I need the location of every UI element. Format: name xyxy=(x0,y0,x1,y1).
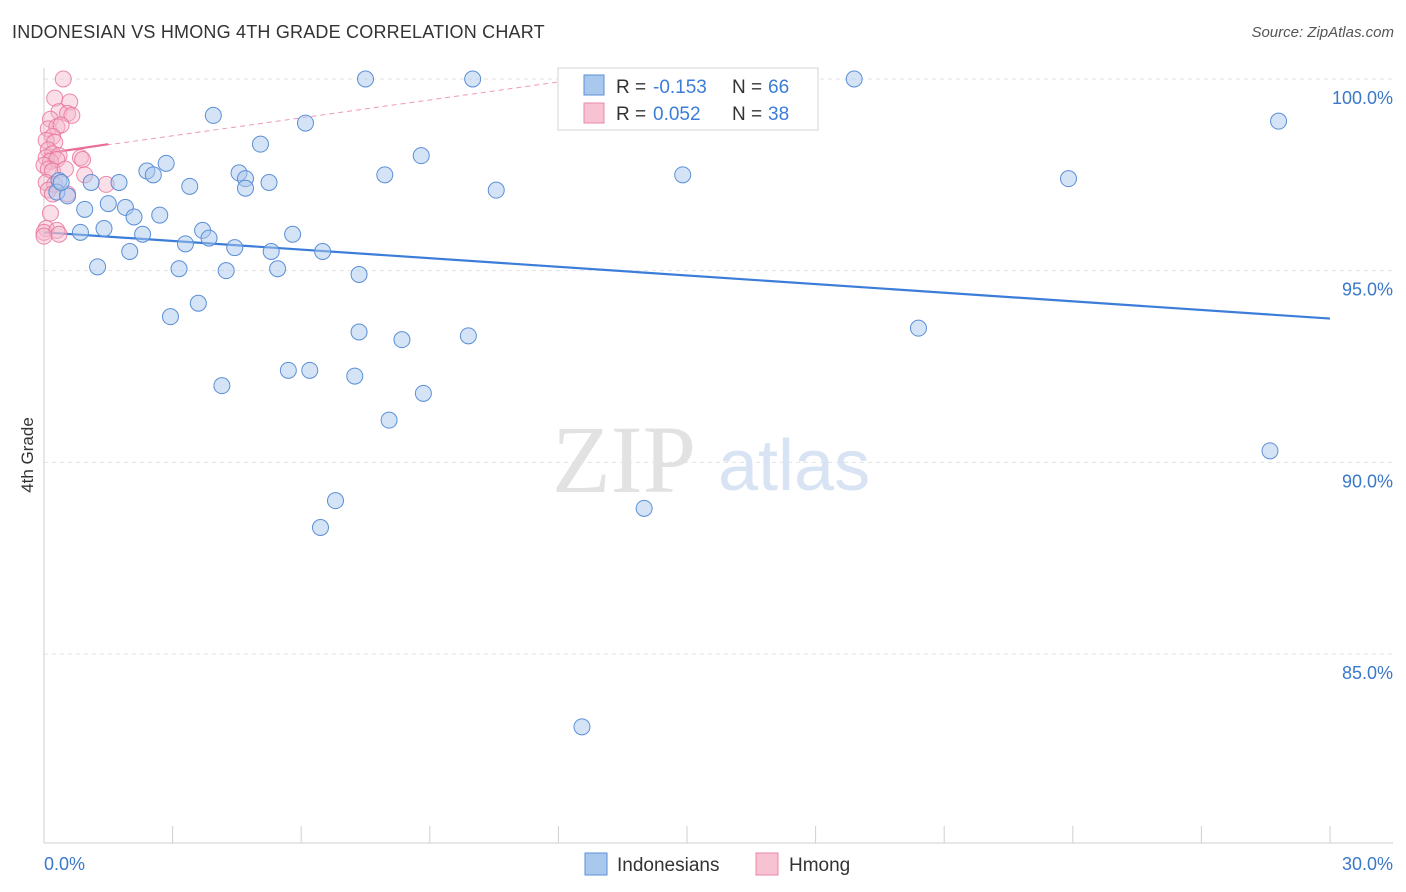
point-indonesians-14 xyxy=(376,166,394,184)
point-indonesians-50 xyxy=(393,331,411,349)
point-indonesians-5 xyxy=(296,114,314,132)
point-indonesians-33 xyxy=(71,223,89,241)
point-indonesians-31 xyxy=(95,220,113,237)
data-points xyxy=(35,70,1288,736)
point-indonesians-51 xyxy=(459,327,477,345)
x-tick-label-1: 30.0% xyxy=(1342,854,1393,874)
point-indonesians-38 xyxy=(226,239,244,257)
stats-legend: R = -0.153 N = 66 R = 0.052 N = 38 xyxy=(557,67,819,131)
point-indonesians-23 xyxy=(1060,170,1078,188)
point-indonesians-43 xyxy=(170,260,188,278)
point-indonesians-58 xyxy=(380,411,398,429)
point-indonesians-62 xyxy=(635,499,653,517)
point-indonesians-18 xyxy=(110,174,128,191)
bottom-legend-label-indonesians: Indonesians xyxy=(617,855,719,876)
point-indonesians-56 xyxy=(213,377,231,395)
series-legend: Indonesians Hmong xyxy=(584,852,850,876)
point-indonesians-61 xyxy=(311,519,329,536)
legend-r-label-indonesians: R = xyxy=(616,77,646,98)
y-tick-label-3: 85.0% xyxy=(1342,663,1393,683)
point-indonesians-21 xyxy=(260,174,278,191)
point-indonesians-63 xyxy=(573,718,591,736)
watermark: ZIP atlas xyxy=(552,406,870,513)
legend-n-label-hmong: N = xyxy=(732,104,762,125)
point-indonesians-0 xyxy=(357,70,374,88)
legend-r-value-hmong: 0.052 xyxy=(653,104,701,125)
legend-swatch-indonesians xyxy=(583,74,605,96)
point-indonesians-26 xyxy=(99,195,117,213)
point-indonesians-9 xyxy=(157,154,175,172)
point-indonesians-60 xyxy=(326,492,344,510)
point-indonesians-57 xyxy=(414,384,432,402)
point-indonesians-22 xyxy=(487,181,505,199)
gridlines xyxy=(44,78,1393,655)
point-indonesians-41 xyxy=(121,243,139,260)
point-indonesians-40 xyxy=(314,243,332,260)
bottom-legend-swatch-hmong xyxy=(755,852,779,876)
point-indonesians-65 xyxy=(52,174,70,191)
watermark-zip: ZIP xyxy=(552,406,696,513)
point-indonesians-53 xyxy=(279,361,297,379)
trend-line-indonesians xyxy=(43,231,1331,320)
point-indonesians-1 xyxy=(464,70,482,88)
point-indonesians-55 xyxy=(346,367,364,385)
point-hmong-22 xyxy=(39,160,57,178)
legend-n-value-indonesians: 66 xyxy=(768,77,789,98)
chart-source: Source: ZipAtlas.com xyxy=(1251,24,1394,41)
point-hmong-34 xyxy=(35,223,53,241)
point-indonesians-7 xyxy=(251,135,269,153)
bottom-legend-swatch-indonesians xyxy=(584,852,608,876)
bottom-legend-label-hmong: Hmong xyxy=(789,855,850,876)
point-indonesians-8 xyxy=(412,147,430,165)
tick-labels: 100.0% 95.0% 90.0% 85.0% 0.0% 30.0% xyxy=(44,88,1393,874)
point-hmong-20 xyxy=(74,151,92,168)
point-indonesians-29 xyxy=(125,208,143,226)
point-indonesians-48 xyxy=(161,308,179,326)
point-hmong-9 xyxy=(52,116,70,134)
point-indonesians-17 xyxy=(82,174,100,191)
point-indonesians-39 xyxy=(262,243,280,260)
y-tick-label-0: 100.0% xyxy=(1332,88,1393,108)
point-indonesians-11 xyxy=(144,166,162,184)
point-indonesians-42 xyxy=(89,258,107,276)
point-indonesians-44 xyxy=(217,262,235,280)
legend-swatch-hmong xyxy=(583,102,605,124)
point-indonesians-15 xyxy=(674,166,692,184)
point-indonesians-28 xyxy=(76,200,94,218)
point-indonesians-6 xyxy=(1270,112,1288,130)
y-tick-label-1: 95.0% xyxy=(1342,280,1393,300)
trend-line-hmong-extended xyxy=(43,78,580,155)
point-hmong-5 xyxy=(63,106,81,124)
point-indonesians-37 xyxy=(176,235,194,253)
legend-n-value-hmong: 38 xyxy=(768,104,789,125)
point-indonesians-35 xyxy=(200,229,218,247)
chart-title: INDONESIAN VS HMONG 4TH GRADE CORRELATIO… xyxy=(12,22,545,42)
point-indonesians-47 xyxy=(189,294,207,312)
legend-r-value-indonesians: -0.153 xyxy=(653,77,707,98)
watermark-atlas: atlas xyxy=(718,426,870,506)
point-indonesians-19 xyxy=(181,177,199,195)
point-hmong-32 xyxy=(41,204,59,222)
point-indonesians-2 xyxy=(845,70,863,88)
point-indonesians-54 xyxy=(301,361,319,379)
point-indonesians-4 xyxy=(204,106,222,124)
point-hmong-37 xyxy=(35,227,53,245)
point-indonesians-20 xyxy=(236,179,254,197)
point-indonesians-46 xyxy=(350,266,368,283)
x-tick-label-0: 0.0% xyxy=(44,854,85,874)
point-indonesians-45 xyxy=(269,260,287,278)
legend-r-label-hmong: R = xyxy=(616,104,646,125)
point-indonesians-49 xyxy=(350,323,368,341)
point-indonesians-59 xyxy=(1261,442,1279,460)
point-hmong-0 xyxy=(54,70,72,88)
point-indonesians-52 xyxy=(909,319,927,337)
legend-n-label-indonesians: N = xyxy=(732,77,762,98)
point-hmong-36 xyxy=(50,225,68,243)
point-indonesians-36 xyxy=(284,225,302,243)
y-tick-label-2: 90.0% xyxy=(1342,471,1393,491)
point-indonesians-34 xyxy=(134,225,152,243)
point-hmong-19 xyxy=(71,149,89,167)
point-indonesians-30 xyxy=(151,206,169,224)
